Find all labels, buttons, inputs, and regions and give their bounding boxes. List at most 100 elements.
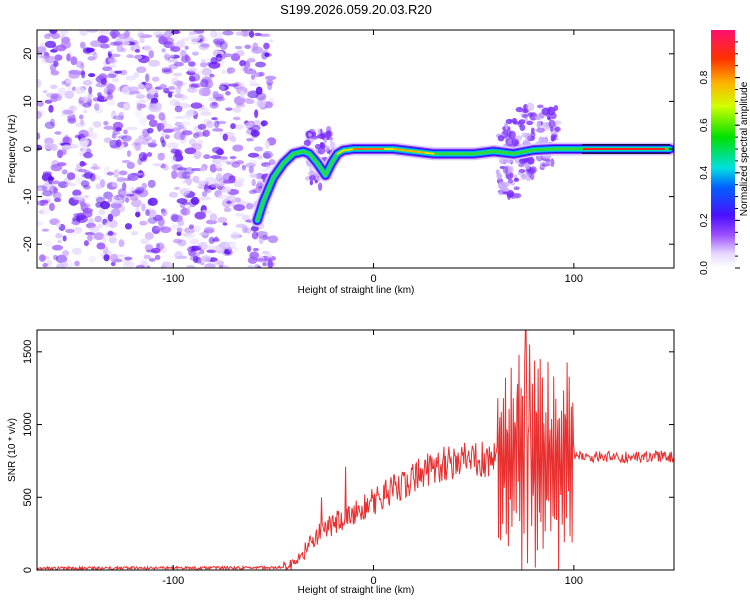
- noise-blob: [247, 256, 258, 264]
- burst-blob: [309, 180, 314, 186]
- burst-blob: [507, 178, 513, 184]
- noise-blob: [151, 139, 157, 145]
- noise-blob: [138, 116, 148, 126]
- noise-blob: [126, 54, 134, 59]
- noise-blob: [265, 164, 272, 170]
- noise-blob: [44, 33, 51, 40]
- burst-blob: [517, 171, 522, 176]
- noise-blob: [213, 38, 225, 45]
- noise-blob: [256, 231, 268, 237]
- noise-blob: [79, 41, 86, 49]
- noise-blob: [180, 49, 187, 58]
- noise-blob: [92, 163, 98, 170]
- noise-blob: [56, 222, 61, 228]
- noise-blob: [196, 70, 203, 74]
- noise-blob: [54, 197, 62, 203]
- snr-plot-area: [37, 330, 674, 570]
- noise-blob: [83, 171, 94, 180]
- noise-blob: [148, 257, 156, 262]
- noise-blob: [232, 106, 242, 113]
- noise-blob: [251, 178, 256, 187]
- noise-blob: [197, 194, 209, 201]
- noise-blob: [38, 254, 46, 262]
- burst-blob: [504, 123, 509, 130]
- noise-blob: [247, 152, 260, 158]
- noise-blob: [241, 214, 251, 222]
- noise-blob: [201, 255, 211, 263]
- noise-blob: [147, 197, 158, 206]
- burst-blob: [529, 168, 536, 173]
- noise-blob: [111, 110, 117, 120]
- noise-blob: [42, 190, 53, 197]
- burst-blob: [314, 179, 318, 184]
- noise-blob: [148, 119, 158, 128]
- noise-blob: [95, 108, 104, 114]
- noise-blob: [170, 30, 181, 35]
- noise-blob: [131, 190, 143, 194]
- noise-blob: [211, 146, 223, 154]
- burst-blob: [536, 120, 542, 129]
- x-tick-label: -100: [162, 273, 184, 285]
- noise-blob: [200, 61, 208, 68]
- noise-blob: [71, 69, 82, 76]
- noise-blob: [219, 85, 226, 91]
- noise-blob: [110, 261, 116, 267]
- burst-blob: [544, 136, 549, 143]
- noise-blob: [210, 183, 221, 188]
- noise-blob: [126, 161, 135, 169]
- noise-blob: [197, 245, 202, 249]
- noise-blob: [174, 121, 184, 127]
- noise-blob: [92, 121, 102, 128]
- noise-blob: [150, 97, 159, 105]
- noise-blob: [170, 155, 177, 165]
- noise-blob: [192, 255, 199, 264]
- noise-blob: [116, 44, 124, 53]
- noise-blob: [200, 43, 210, 48]
- noise-blob: [235, 223, 247, 229]
- burst-blob: [502, 165, 509, 174]
- noise-blob: [141, 182, 147, 190]
- noise-blob: [106, 98, 116, 106]
- noise-blob: [237, 177, 246, 183]
- chart-title: S199.2026.059.20.03.R20: [280, 2, 432, 17]
- noise-blob: [180, 207, 191, 216]
- noise-blob: [95, 202, 103, 208]
- y-tick-label: 1500: [22, 340, 34, 364]
- burst-blob: [530, 171, 535, 181]
- noise-blob: [214, 96, 225, 102]
- noise-blob: [102, 246, 109, 255]
- noise-blob: [134, 109, 144, 118]
- noise-blob: [85, 148, 92, 153]
- noise-blob: [268, 39, 274, 43]
- noise-blob: [72, 189, 82, 197]
- noise-blob: [38, 210, 45, 215]
- burst-blob: [317, 133, 326, 139]
- noise-blob: [258, 235, 264, 245]
- noise-blob: [180, 187, 192, 194]
- noise-blob: [115, 127, 122, 132]
- noise-blob: [48, 202, 55, 212]
- noise-blob: [227, 83, 240, 87]
- noise-blob: [258, 71, 265, 77]
- noise-blob: [173, 61, 184, 67]
- noise-blob: [145, 209, 150, 216]
- x-tick-label: -100: [162, 575, 184, 587]
- noise-blob: [145, 73, 150, 83]
- noise-blob: [121, 48, 127, 53]
- noise-blob: [111, 77, 120, 83]
- noise-blob: [137, 83, 145, 89]
- noise-blob: [152, 163, 163, 167]
- noise-blob: [51, 32, 61, 40]
- noise-blob: [254, 32, 262, 37]
- noise-blob: [77, 168, 88, 173]
- burst-blob: [506, 189, 515, 198]
- burst-blob: [546, 116, 552, 121]
- noise-blob: [37, 185, 48, 192]
- noise-blob: [161, 48, 166, 53]
- spectrogram-x-axis-label: Height of straight line (km): [298, 285, 415, 296]
- noise-blob: [57, 239, 63, 244]
- burst-blob: [318, 182, 323, 191]
- noise-blob: [198, 43, 210, 51]
- noise-blob: [247, 90, 259, 99]
